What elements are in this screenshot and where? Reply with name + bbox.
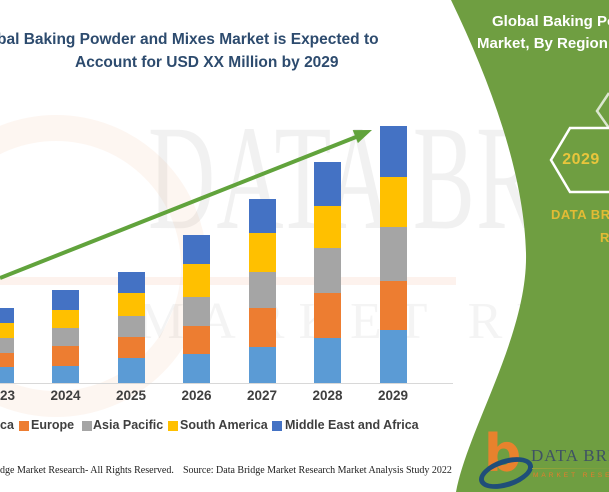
bar-segment-north-america	[314, 338, 341, 383]
logo-subtitle: MARKET RESEARCH	[533, 472, 609, 479]
bar-segment-asia-pacific	[379, 227, 407, 281]
legend-label: South America	[180, 418, 268, 432]
bar-segment-europe	[183, 326, 210, 354]
bar-segment-middle-east-and-africa	[379, 126, 407, 177]
x-axis-label: 2027	[246, 388, 278, 403]
x-axis-line	[0, 383, 453, 384]
legend-label: ca	[0, 418, 14, 432]
chart-title-line2: Account for USD XX Million by 2029	[75, 54, 339, 71]
banner-brand-line2: R	[600, 230, 609, 245]
legend-swatch-south-america	[168, 421, 178, 431]
bar-segment-south-america	[183, 264, 210, 297]
bar-segment-europe	[379, 281, 407, 330]
bar-segment-middle-east-and-africa	[248, 199, 276, 233]
footer-copyright: dge Market Research- All Rights Reserved…	[0, 465, 174, 476]
bar-segment-south-america	[248, 233, 276, 272]
logo-divider	[532, 468, 609, 469]
x-axis-label: 2024	[50, 388, 81, 403]
bar-segment-europe	[117, 337, 145, 358]
bar-segment-asia-pacific	[314, 248, 341, 293]
bar-segment-north-america	[52, 366, 79, 383]
bar-segment-europe	[314, 293, 341, 338]
bar-segment-europe	[0, 353, 14, 367]
bar-segment-europe	[248, 308, 276, 347]
bar-segment-south-america	[117, 293, 145, 316]
bar-segment-middle-east-and-africa	[117, 272, 145, 293]
legend-swatch-asia-pacific	[82, 421, 92, 431]
x-axis-label: 2026	[181, 388, 212, 403]
banner-title-line1: Global Baking Pow	[492, 13, 609, 30]
data-bridge-logo: b DATA BRIDGE MARKET RESEARCH	[475, 424, 609, 492]
bar-segment-north-america	[183, 354, 210, 383]
banner-title-line2: Market, By Region	[477, 35, 608, 52]
bar-segment-asia-pacific	[0, 338, 14, 353]
bar-segment-europe	[52, 346, 79, 366]
x-axis-label: 2023	[0, 388, 16, 403]
logo-name: DATA BRIDGE	[531, 446, 609, 465]
x-axis-label: 2025	[115, 388, 147, 403]
legend-label: Asia Pacific	[93, 418, 164, 432]
banner-brand-line1: DATA BR	[551, 207, 609, 222]
bar-segment-asia-pacific	[52, 328, 79, 346]
bar-segment-middle-east-and-africa	[314, 162, 341, 206]
legend-swatch-europe	[19, 421, 29, 431]
bar-segment-north-america	[248, 347, 276, 383]
bar-segment-asia-pacific	[117, 316, 145, 337]
hexagon-year-label: 2029	[562, 151, 600, 168]
bar-segment-middle-east-and-africa	[183, 235, 210, 264]
x-axis-label: 2028	[312, 388, 343, 403]
bar-segment-asia-pacific	[183, 297, 210, 326]
legend-swatch-middle-east-and-africa	[272, 421, 282, 431]
bar-segment-north-america	[379, 330, 407, 383]
bar-segment-south-america	[314, 206, 341, 248]
bar-segment-asia-pacific	[248, 272, 276, 308]
bar-segment-middle-east-and-africa	[0, 308, 14, 323]
logo-b-glyph: b	[484, 424, 522, 484]
legend-label: Middle East and Africa	[285, 418, 419, 432]
x-axis-label: 2029	[377, 388, 409, 403]
bar-segment-south-america	[52, 310, 79, 328]
bar-segment-north-america	[0, 367, 14, 383]
bar-segment-middle-east-and-africa	[52, 290, 79, 310]
footer-source: Source: Data Bridge Market Research Mark…	[183, 465, 452, 476]
bar-segment-north-america	[117, 358, 145, 383]
chart-title-line1: bal Baking Powder and Mixes Market is Ex…	[0, 31, 379, 48]
bar-segment-south-america	[0, 323, 14, 338]
bar-segment-south-america	[379, 177, 407, 227]
legend-label: Europe	[31, 418, 75, 432]
